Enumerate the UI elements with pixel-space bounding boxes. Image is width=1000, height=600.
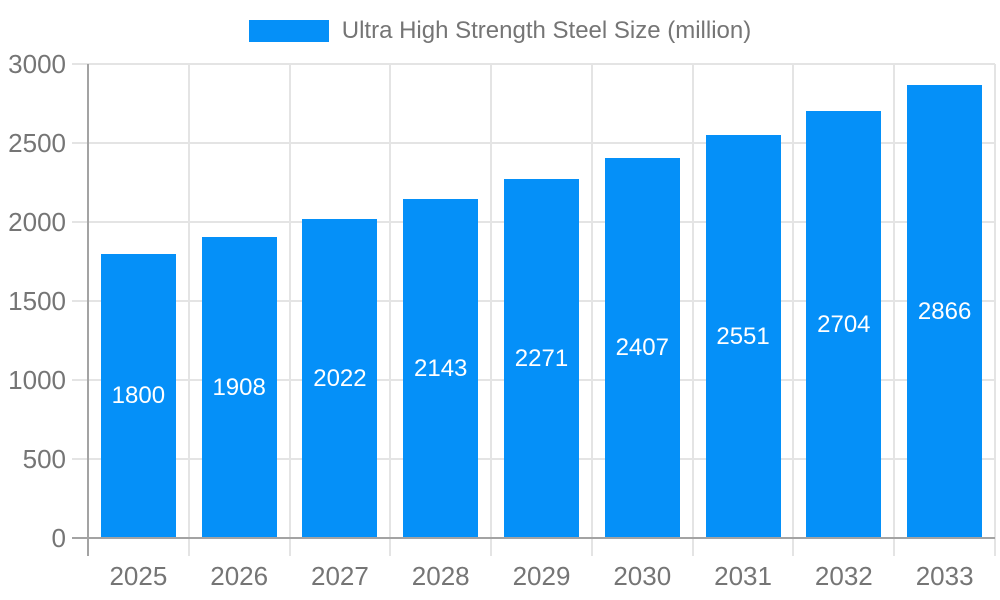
bar-value-label: 2551 (716, 322, 770, 350)
gridline-vertical (893, 64, 896, 556)
bar-value-label: 2704 (817, 310, 871, 338)
bar-value-label: 2866 (917, 297, 972, 325)
gridline-horizontal (72, 142, 995, 144)
legend-label: Ultra High Strength Steel Size (million) (341, 17, 752, 44)
x-tick-label: 2028 (411, 561, 470, 591)
y-tick-label: 1500 (8, 286, 66, 316)
bar-value-label: 2271 (514, 344, 569, 372)
bar[interactable] (201, 237, 277, 538)
bar[interactable] (403, 199, 479, 538)
bar-value-label: 2022 (313, 364, 367, 392)
gridline-vertical (389, 64, 392, 556)
bar-value-label: 2407 (615, 334, 669, 361)
x-tick-label: 2026 (210, 561, 269, 591)
bar[interactable] (604, 158, 680, 538)
y-tick-label: 1000 (8, 365, 66, 395)
gridline-horizontal (72, 63, 995, 65)
y-tick-label: 2000 (8, 207, 66, 237)
x-tick-label: 2033 (915, 561, 974, 591)
y-tick-label: 500 (22, 444, 66, 474)
bar-value-label: 1800 (111, 382, 166, 409)
gridline-vertical (490, 64, 493, 556)
gridline-vertical (288, 64, 291, 556)
gridline-vertical (590, 64, 593, 556)
legend-swatch (248, 20, 329, 42)
x-tick-label: 2025 (109, 561, 168, 591)
gridline-vertical (994, 64, 996, 556)
gridline-vertical (792, 64, 795, 556)
x-axis-line (72, 537, 995, 539)
gridline-vertical (691, 64, 694, 556)
bar-value-label: 2143 (414, 354, 468, 382)
x-tick-label: 2029 (512, 561, 571, 591)
bar[interactable] (302, 219, 378, 538)
bar[interactable] (806, 111, 882, 538)
bar-value-label: 1908 (212, 373, 266, 401)
bar[interactable] (907, 85, 983, 538)
bar[interactable] (705, 135, 781, 538)
y-tick-label: 0 (51, 523, 66, 553)
y-tick-label: 3000 (8, 49, 66, 79)
bar[interactable] (100, 254, 176, 538)
gridline-vertical (187, 64, 190, 556)
x-tick-label: 2027 (311, 561, 369, 591)
x-tick-label: 2032 (814, 561, 873, 591)
x-tick-label: 2031 (714, 561, 772, 591)
bar[interactable] (504, 179, 579, 538)
x-tick-label: 2030 (613, 561, 672, 591)
legend: Ultra High Strength Steel Size (million) (0, 17, 1000, 44)
y-axis-line (87, 64, 89, 556)
y-tick-label: 2500 (8, 128, 66, 158)
